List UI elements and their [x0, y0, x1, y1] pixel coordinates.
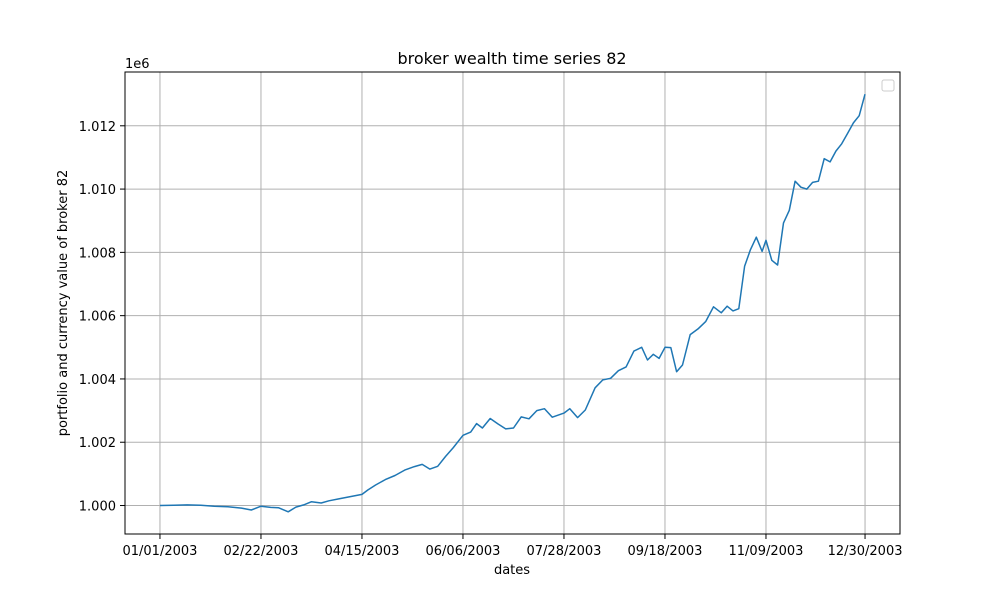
y-axis-ticks: 1.000 1.002 1.004 1.006 1.008 1.010 1.012: [79, 120, 125, 515]
y-axis-label: portfolio and currency value of broker 8…: [56, 170, 71, 437]
plot-frame: [124, 71, 901, 535]
y-offset-label: 1e6: [125, 57, 150, 72]
y-tick-label: 1.006: [79, 310, 116, 325]
x-tick-label: 06/06/2003: [426, 544, 501, 559]
x-axis-label: dates: [494, 563, 530, 578]
x-tick-label: 02/22/2003: [223, 544, 298, 559]
grid: [125, 72, 900, 534]
x-tick-label: 07/28/2003: [527, 544, 602, 559]
x-tick-label: 09/18/2003: [628, 544, 703, 559]
y-tick-label: 1.002: [79, 436, 116, 451]
x-tick-label: 12/30/2003: [828, 544, 903, 559]
y-tick-label: 1.000: [79, 500, 116, 515]
y-tick-label: 1.008: [79, 246, 116, 261]
y-tick-label: 1.010: [79, 183, 116, 198]
x-tick-label: 11/09/2003: [729, 544, 804, 559]
y-tick-label: 1.004: [79, 373, 116, 388]
y-tick-label: 1.012: [79, 120, 116, 135]
x-tick-label: 04/15/2003: [324, 544, 399, 559]
x-axis-ticks: 01/01/2003 02/22/2003 04/15/2003 06/06/2003…: [122, 534, 903, 559]
chart-title: broker wealth time series 82: [397, 49, 626, 68]
legend-box: [881, 79, 895, 92]
x-tick-label: 01/01/2003: [122, 544, 197, 559]
series-line: [159, 94, 866, 513]
